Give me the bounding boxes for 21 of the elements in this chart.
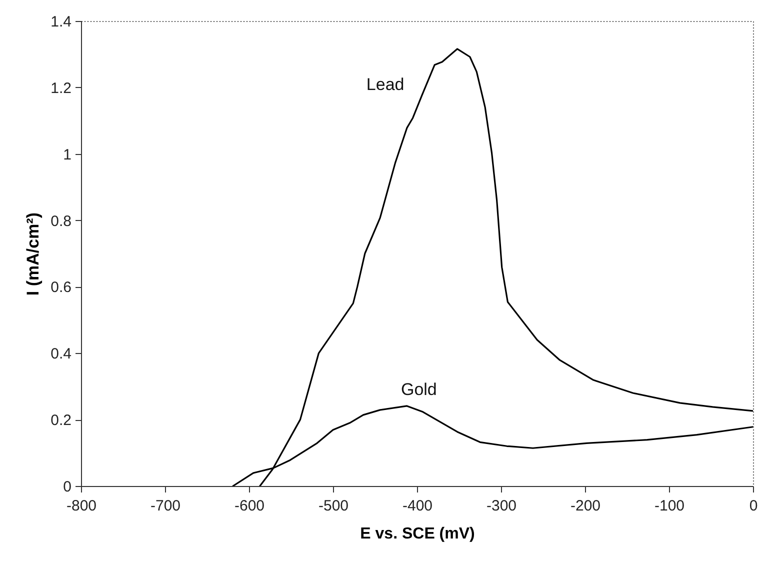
x-tick-label: -500 <box>318 498 349 514</box>
x-tick-label: -300 <box>486 498 517 514</box>
y-tick-label: 0.4 <box>50 346 72 363</box>
y-tick-label: 0.6 <box>50 279 72 296</box>
y-tick-label: 1.2 <box>50 80 72 97</box>
x-tick-label: -200 <box>570 498 601 514</box>
x-tick-label: -600 <box>234 498 265 514</box>
x-axis-title: E vs. SCE (mV) <box>360 526 475 542</box>
series-label: Lead <box>366 74 404 94</box>
y-tick-label: 0.2 <box>50 412 72 430</box>
x-tick-label: -800 <box>66 498 97 514</box>
y-axis-title: I (mA/cm²) <box>24 212 43 296</box>
y-tick-label: 1 <box>63 146 72 164</box>
y-tick-label: 0 <box>63 478 72 496</box>
x-tick-label: -400 <box>402 498 433 514</box>
y-tick-label: 1.4 <box>50 14 72 30</box>
x-tick-label: -100 <box>654 498 685 514</box>
y-tick-label: 0.8 <box>50 212 72 230</box>
x-tick-label: 0 <box>749 498 758 514</box>
series-label: Gold <box>400 380 437 399</box>
x-tick-label: -700 <box>150 498 181 514</box>
